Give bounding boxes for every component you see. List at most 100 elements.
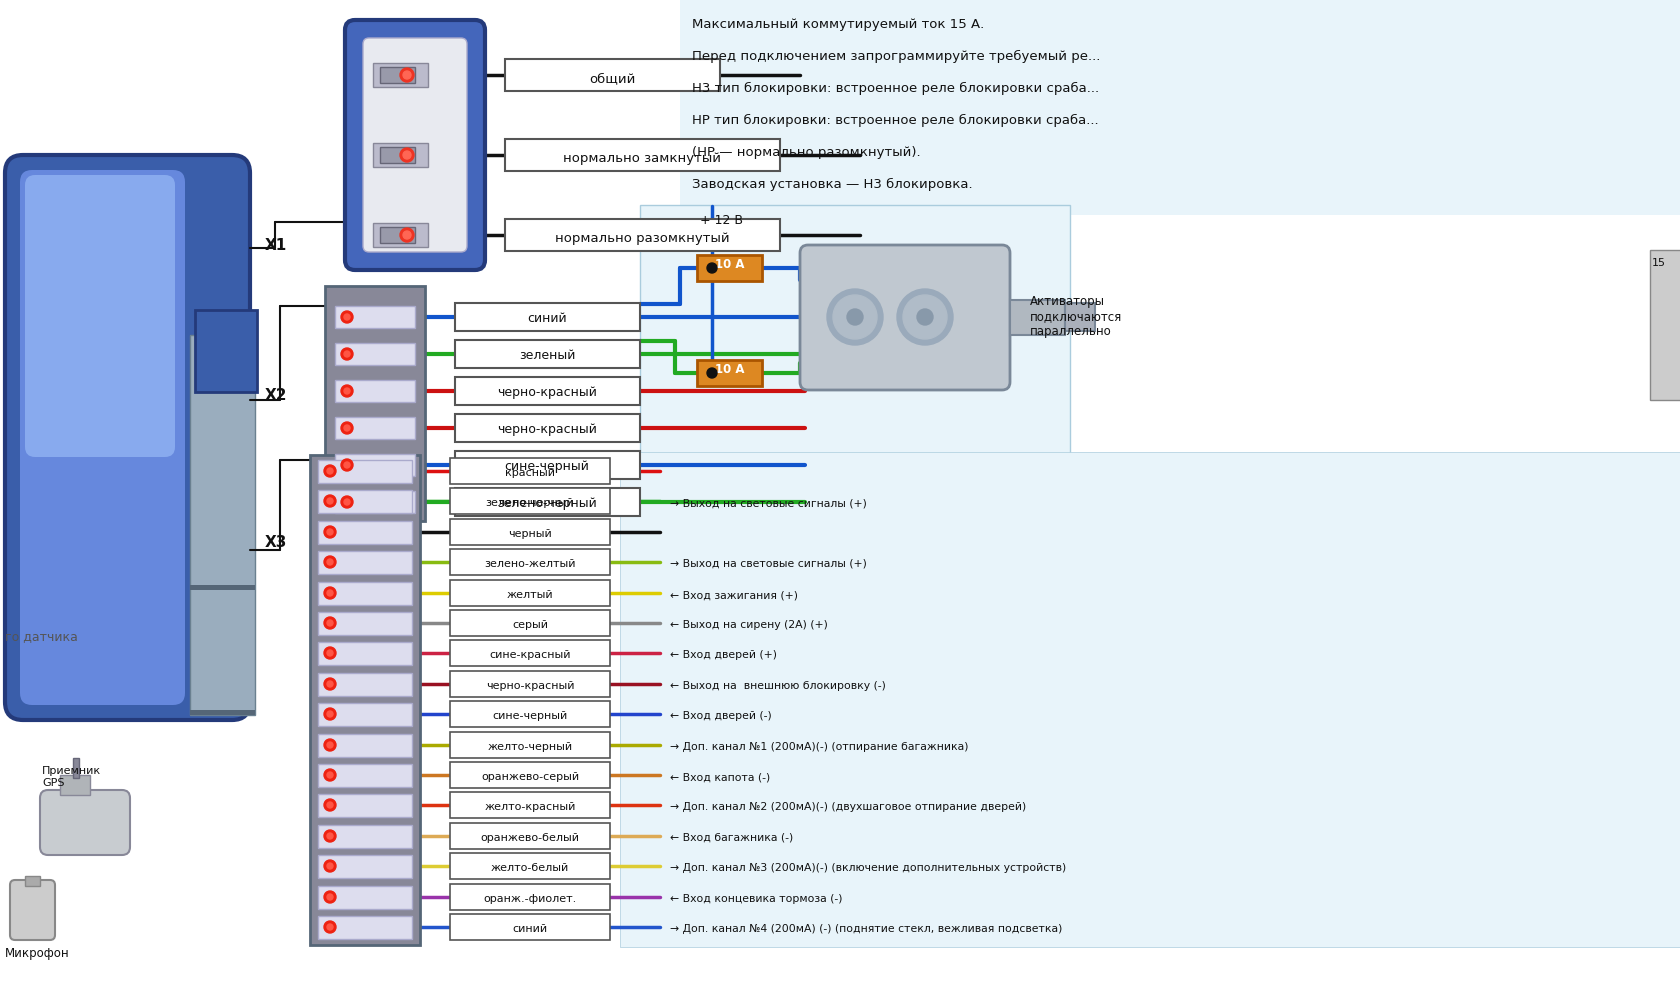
Circle shape	[827, 289, 882, 345]
Circle shape	[328, 590, 333, 596]
Bar	[373, 143, 428, 167]
Text: го датчика: го датчика	[5, 630, 77, 643]
Text: зеленый: зеленый	[519, 349, 575, 362]
Circle shape	[403, 231, 410, 239]
Bar	[334, 454, 415, 476]
Circle shape	[344, 314, 349, 320]
Bar	[318, 886, 412, 909]
Bar	[380, 67, 415, 83]
Bar	[697, 360, 761, 386]
Bar	[1065, 303, 1094, 331]
Bar	[640, 205, 1070, 505]
Circle shape	[324, 465, 336, 477]
Bar	[380, 147, 415, 163]
Text: → Доп. канал №4 (200мА) (-) (поднятие стекл, вежливая подсветка): → Доп. канал №4 (200мА) (-) (поднятие ст…	[670, 924, 1062, 934]
Circle shape	[324, 708, 336, 720]
Circle shape	[707, 368, 717, 378]
Circle shape	[328, 650, 333, 656]
Bar	[334, 306, 415, 328]
Circle shape	[341, 459, 353, 471]
Circle shape	[324, 556, 336, 568]
Circle shape	[341, 422, 353, 434]
Circle shape	[902, 295, 946, 339]
Bar	[450, 549, 610, 575]
Text: нормально замкнутый: нормально замкнутый	[563, 152, 721, 165]
Bar	[450, 762, 610, 788]
Text: синий: синий	[528, 312, 566, 325]
Bar	[334, 380, 415, 402]
Text: ← Вход зажигания (+): ← Вход зажигания (+)	[670, 590, 798, 600]
Circle shape	[328, 498, 333, 504]
Text: ← Вход капота (-): ← Вход капота (-)	[670, 772, 769, 782]
FancyBboxPatch shape	[344, 20, 486, 270]
Bar	[450, 640, 610, 666]
Bar	[318, 490, 412, 513]
Bar	[373, 223, 428, 247]
Circle shape	[328, 559, 333, 565]
Text: + 12 В: + 12 В	[699, 214, 743, 227]
Bar	[318, 764, 412, 787]
Bar	[620, 452, 1680, 947]
Text: Н3 тип блокировки: встроенное реле блокировки сраба...: Н3 тип блокировки: встроенное реле блоки…	[692, 82, 1099, 96]
Text: желто-черный: желто-черный	[487, 742, 573, 752]
Text: оранж.-фиолет.: оранж.-фиолет.	[484, 894, 576, 904]
Text: черный: черный	[507, 529, 551, 539]
Circle shape	[403, 71, 410, 79]
FancyBboxPatch shape	[10, 880, 55, 940]
Circle shape	[344, 499, 349, 505]
Bar	[450, 792, 610, 818]
Text: ← Выход на сирену (2А) (+): ← Выход на сирену (2А) (+)	[670, 620, 827, 630]
Circle shape	[324, 526, 336, 538]
Bar	[450, 519, 610, 545]
Bar	[334, 417, 415, 439]
Text: Заводская установка — Н3 блокировка.: Заводская установка — Н3 блокировка.	[692, 178, 973, 191]
Bar	[504, 219, 780, 252]
Text: черно-красный: черно-красный	[497, 386, 596, 399]
Circle shape	[328, 681, 333, 687]
Text: ← Вход багажника (-): ← Вход багажника (-)	[670, 833, 793, 843]
Bar	[450, 610, 610, 636]
Text: сине-красный: сине-красный	[489, 650, 571, 660]
Bar	[373, 63, 428, 87]
Text: Активаторы
подключаются
параллельно: Активаторы подключаются параллельно	[1030, 295, 1122, 338]
Circle shape	[324, 495, 336, 507]
Text: сине-черный: сине-черный	[492, 711, 568, 721]
Circle shape	[403, 151, 410, 159]
Bar	[309, 455, 420, 945]
Bar	[334, 491, 415, 513]
Circle shape	[324, 830, 336, 842]
Circle shape	[344, 351, 349, 357]
Bar	[318, 855, 412, 878]
Bar	[190, 335, 255, 715]
Bar	[334, 343, 415, 365]
Text: → Выход на световые сигналы (+): → Выход на световые сигналы (+)	[670, 498, 867, 508]
Bar	[450, 701, 610, 727]
Text: желтый: желтый	[506, 590, 553, 600]
Text: черно-красный: черно-красный	[486, 681, 575, 691]
Circle shape	[897, 289, 953, 345]
Bar	[318, 551, 412, 574]
Bar	[380, 227, 415, 243]
Bar	[450, 671, 610, 697]
Text: синий: синий	[512, 924, 548, 934]
Circle shape	[324, 739, 336, 751]
Circle shape	[324, 769, 336, 781]
Text: Приемник
GPS: Приемник GPS	[42, 767, 101, 788]
Circle shape	[341, 496, 353, 508]
Text: (НР — нормально разомкнутый).: (НР — нормально разомкнутый).	[692, 146, 921, 159]
Circle shape	[328, 711, 333, 717]
Circle shape	[344, 462, 349, 468]
Text: зелено-черный: зелено-черный	[486, 498, 575, 508]
Bar	[318, 642, 412, 665]
Bar	[324, 286, 425, 521]
Text: Перед подключением запрограммируйте требуемый ре...: Перед подключением запрограммируйте треб…	[692, 50, 1100, 63]
Circle shape	[341, 348, 353, 360]
Text: ← Вход концевика тормоза (-): ← Вход концевика тормоза (-)	[670, 894, 842, 904]
FancyBboxPatch shape	[800, 245, 1010, 390]
Bar	[60, 775, 91, 795]
Text: 10 А: 10 А	[714, 363, 744, 376]
Bar	[450, 884, 610, 910]
Text: желто-красный: желто-красный	[484, 802, 575, 812]
Text: X2: X2	[265, 388, 287, 403]
FancyBboxPatch shape	[363, 38, 467, 252]
